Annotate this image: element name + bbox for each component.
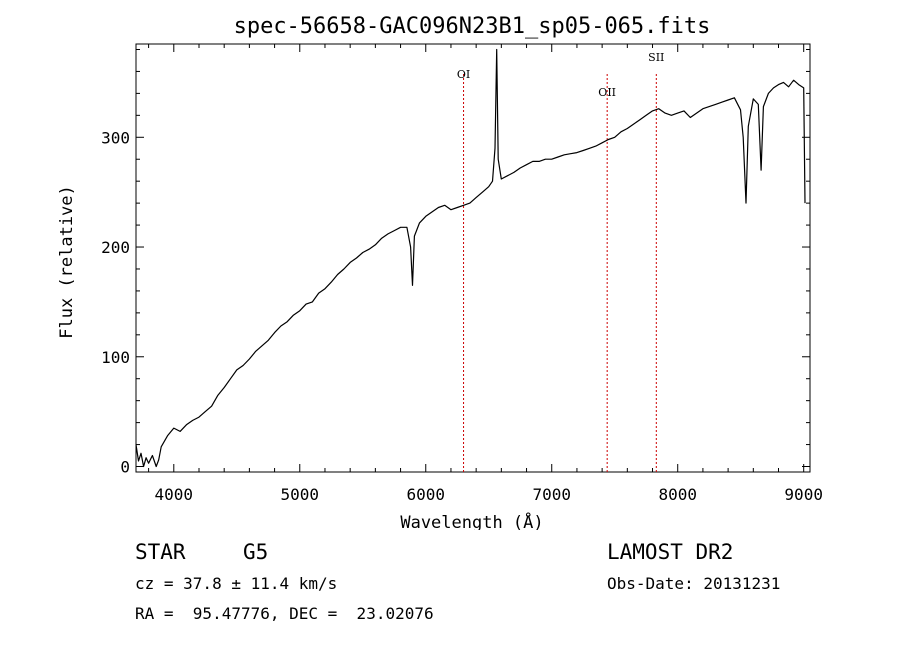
object-class: STAR (135, 540, 186, 564)
plot-frame (135, 43, 811, 473)
y-tick-label: 0 (120, 458, 130, 477)
x-tick-label: 6000 (406, 485, 445, 504)
x-tick-label: 9000 (784, 485, 823, 504)
survey-name: LAMOST DR2 (607, 540, 734, 564)
y-tick-label: 100 (101, 348, 130, 367)
redshift-text: cz = 37.8 ± 11.4 km/s (135, 574, 338, 593)
x-tick-label: 4000 (155, 485, 194, 504)
line-label-oi: OI (457, 68, 470, 81)
y-tick-label: 200 (101, 238, 130, 257)
y-tick-label: 300 (101, 128, 130, 147)
obs-date-text: Obs-Date: 20131231 (607, 574, 781, 593)
spectrum-line (135, 48, 806, 468)
spectrum-chart: spec-56658-GAC096N23B1_sp05-065.fits OIO… (57, 14, 823, 530)
line-label-sii: SII (648, 51, 664, 64)
y-axis-label: Flux (relative) (57, 185, 77, 339)
x-tick-label: 5000 (281, 485, 320, 504)
x-tick-label: 7000 (532, 485, 571, 504)
line-label-oii: OII (598, 86, 616, 99)
coords-text: RA = 95.47776, DEC = 23.02076 (135, 604, 434, 623)
chart-title: spec-56658-GAC096N23B1_sp05-065.fits (234, 14, 711, 39)
x-tick-label: 8000 (658, 485, 697, 504)
plot-area: OI OII SII 4000 5000 6000 7000 8000 9000 0 100 200 3… (101, 43, 823, 504)
object-subclass: G5 (243, 540, 269, 564)
x-axis-label: Wavelength (Å) (400, 511, 543, 530)
